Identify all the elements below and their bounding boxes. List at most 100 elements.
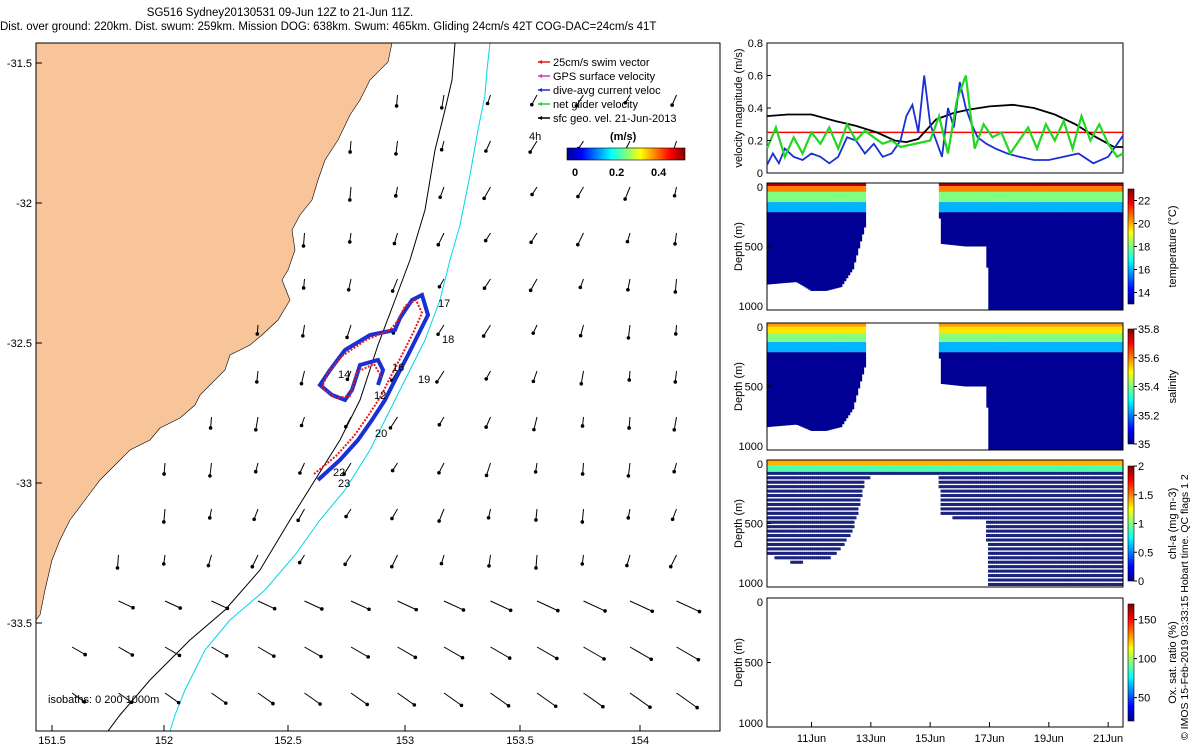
day-label: 17: [438, 298, 450, 310]
map-colorbar: [566, 147, 686, 161]
depth-tick: 0: [757, 459, 763, 471]
colorbar-tick: 35: [1138, 439, 1150, 451]
colorbar-tick: 35.8: [1138, 324, 1159, 336]
day-label: 18: [442, 334, 454, 346]
legend-entry: sfc geo. vel. 21-Jun-2013: [553, 113, 677, 125]
map-y-tick: -31.5: [7, 58, 32, 70]
colorbar-tick-1: 0.2: [609, 167, 624, 179]
colorbar-tick: 1: [1138, 519, 1144, 531]
colorbar-unit: (m/s): [610, 131, 637, 143]
map-x-tick: 152: [155, 735, 173, 747]
panel-colorbar: [1127, 328, 1135, 445]
profile-panel: 0 500 1000 Depth (m) 14 16 18 20 22 temperature (…: [733, 182, 1179, 313]
colorbar-tick-2: 0.4: [651, 167, 667, 179]
land-mass: [36, 43, 393, 621]
profile-panel: 0 500 1000 Depth (m) 50 100 150 Ox. sat. ratio …: [733, 597, 1179, 730]
map-axis-ticks: 151.5 152 152.5 153 153.5 154 -31.5 -32 -32.5 -33…: [7, 58, 649, 747]
day-label: 14: [338, 369, 350, 381]
isobath-1000m: [169, 43, 491, 731]
profile-panel: 0 500 1000 Depth (m) 35 35.2 35.4 35.6 35.8 salin…: [733, 322, 1179, 453]
velocity-y-tick: 0: [757, 168, 763, 180]
glider-track-blue: [316, 292, 431, 482]
colorbar-tick: 150: [1138, 615, 1156, 627]
colorbar-tick: 35.4: [1138, 382, 1159, 394]
title-line-2: Dist. over ground: 220km. Dist. swum: 25…: [0, 21, 657, 33]
velocity-y-tick: 0.6: [748, 71, 763, 83]
depth-tick: 1000: [739, 578, 763, 590]
velocity-y-tick: 0.2: [748, 136, 763, 148]
colorbar-tick: 50: [1138, 693, 1150, 705]
depth-tick: 0: [757, 322, 763, 334]
isobaths-label: isobaths: 0 200 1000m: [48, 694, 159, 706]
colorbar-tick: 0: [1138, 576, 1144, 588]
panel-colorbar: [1127, 465, 1135, 582]
day-label: 23: [338, 478, 350, 490]
map-y-tick: -32: [16, 198, 32, 210]
depth-ylabel: Depth (m): [733, 638, 745, 687]
tag-4h: 4h: [529, 131, 541, 143]
depth-tick: 500: [745, 242, 763, 254]
depth-tick: 1000: [739, 441, 763, 453]
colorbar-tick: 0.5: [1138, 547, 1153, 559]
glider-track-red: [313, 298, 424, 475]
colorbar-tick-0: 0: [572, 167, 578, 179]
figure-title: SG516 Sydney20130531 09-Jun 12Z to 21-Ju…: [0, 6, 657, 34]
depth-tick: 0: [757, 597, 763, 609]
depth-ylabel: Depth (m): [733, 222, 745, 271]
day-label: 22: [333, 467, 345, 479]
colorbar-tick: 2: [1138, 461, 1144, 473]
map-y-tick: -33.5: [7, 618, 32, 630]
colorbar-tick: 100: [1138, 654, 1156, 666]
velocity-series-line: [766, 103, 1123, 148]
depth-tick: 500: [745, 658, 763, 670]
map-x-tick: 153: [396, 735, 414, 747]
depth-ylabel: Depth (m): [733, 362, 745, 411]
depth-tick: 0: [757, 182, 763, 194]
colorbar-label: salinity: [1167, 369, 1179, 403]
date-tick: 15Jun: [915, 733, 945, 745]
day-label: 19: [418, 374, 430, 386]
credit-text: © IMOS 15-Feb-2019 03:33:15 Hobart time.…: [1179, 474, 1191, 740]
colorbar-label: Ox. sat. ratio (%): [1167, 621, 1179, 704]
legend-entry: GPS surface velocity: [553, 71, 656, 83]
day-label: 12: [374, 390, 386, 402]
depth-ylabel: Depth (m): [733, 499, 745, 548]
date-tick: 13Jun: [856, 733, 886, 745]
map-legend: 25cm/s swim vector GPS surface velocity di…: [538, 57, 677, 125]
velocity-y-tick: 0.4: [748, 103, 763, 115]
colorbar-tick: 1.5: [1138, 490, 1153, 502]
date-tick: 11Jun: [797, 733, 826, 745]
velocity-panel-frame: [766, 42, 1124, 174]
day-label: 16: [392, 362, 404, 374]
colorbar-label: chl-a (mg m-3): [1167, 488, 1179, 560]
depth-tick: 500: [745, 519, 763, 531]
depth-tick: 500: [745, 382, 763, 394]
colorbar-tick: 20: [1138, 219, 1150, 231]
map-x-tick: 151.5: [38, 735, 66, 747]
colorbar-tick: 18: [1138, 242, 1150, 254]
map-x-tick: 153.5: [506, 735, 534, 747]
colorbar-tick: 14: [1138, 288, 1150, 300]
map-frame: [35, 42, 721, 732]
map-y-tick: -32.5: [7, 338, 32, 350]
day-label: 20: [375, 428, 387, 440]
panel-colorbar: [1127, 188, 1135, 305]
map-x-tick: 154: [631, 735, 649, 747]
date-tick: 17Jun: [975, 733, 1005, 745]
velocity-series-line: [765, 75, 1124, 160]
velocity-series-line: [766, 75, 1124, 166]
velocity-y-tick: 0.8: [748, 38, 763, 50]
legend-entry: 25cm/s swim vector: [553, 57, 650, 69]
legend-entry: net glider velocity: [553, 99, 638, 111]
colorbar-tick: 22: [1138, 196, 1150, 208]
isobath-200m: [107, 43, 456, 731]
depth-tick: 1000: [739, 718, 763, 730]
colorbar-tick: 35.2: [1138, 410, 1159, 422]
panel-colorbar: [1127, 603, 1135, 722]
colorbar-tick: 16: [1138, 265, 1150, 277]
colorbar-tick: 35.6: [1138, 353, 1159, 365]
velocity-ylabel: velocity magnitude (m/s): [733, 48, 745, 167]
